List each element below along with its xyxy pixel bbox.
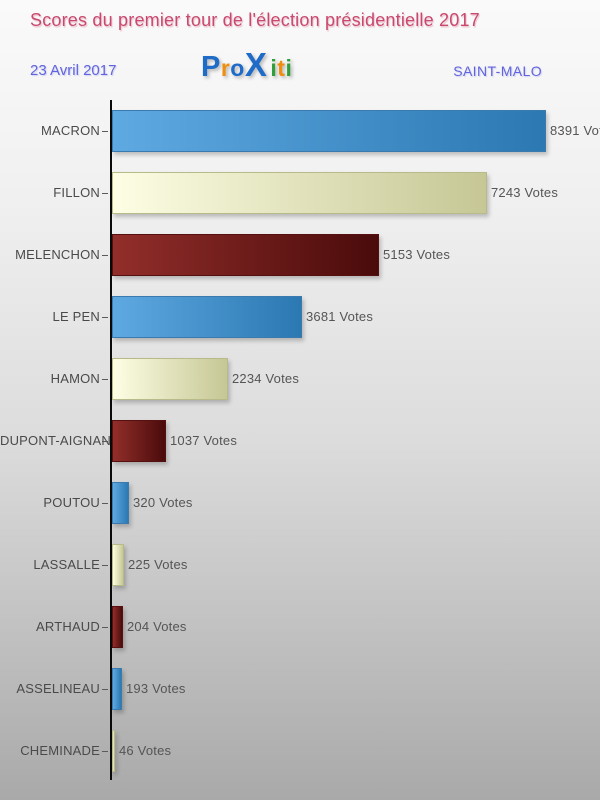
value-label-macron: 8391 Votes xyxy=(550,123,600,138)
value-label-cheminade: 46 Votes xyxy=(119,743,172,758)
bar-macron xyxy=(112,110,546,152)
bar-asselineau xyxy=(112,668,122,710)
bar-dupont-aignan xyxy=(112,420,166,462)
category-label-dupont-aignan: DUPONT-AIGNAN xyxy=(0,433,111,448)
category-label-fillon: FILLON xyxy=(53,185,100,200)
bar-lassalle xyxy=(112,544,124,586)
axis-tick xyxy=(102,751,108,752)
bar-cheminade xyxy=(112,730,115,772)
axis-tick xyxy=(102,627,108,628)
y-axis-line xyxy=(110,100,112,780)
value-label-le-pen: 3681 Votes xyxy=(306,309,374,324)
logo-letter-7: i xyxy=(285,55,293,81)
bar-le-pen xyxy=(112,296,302,338)
logo-letter-6: t xyxy=(277,55,286,81)
axis-tick xyxy=(102,193,108,194)
value-label-asselineau: 193 Votes xyxy=(126,681,186,696)
bar-arthaud xyxy=(112,606,123,648)
category-label-melenchon: MELENCHON xyxy=(15,247,100,262)
axis-tick xyxy=(102,255,108,256)
category-label-le-pen: LE PEN xyxy=(52,309,100,324)
value-label-poutou: 320 Votes xyxy=(133,495,193,510)
bar-melenchon xyxy=(112,234,379,276)
bar-fillon xyxy=(112,172,487,214)
category-label-macron: MACRON xyxy=(41,123,100,138)
value-label-arthaud: 204 Votes xyxy=(127,619,187,634)
value-label-fillon: 7243 Votes xyxy=(491,185,559,200)
axis-tick xyxy=(102,317,108,318)
axis-tick xyxy=(102,131,108,132)
page-title: Scores du premier tour de l'élection pré… xyxy=(30,10,480,30)
value-label-melenchon: 5153 Votes xyxy=(383,247,451,262)
axis-tick xyxy=(102,565,108,566)
logo-letter-4: X xyxy=(244,46,268,83)
category-label-arthaud: ARTHAUD xyxy=(35,619,100,634)
date-label: 23 Avril 2017 xyxy=(30,62,117,79)
axis-tick xyxy=(102,441,108,442)
city-label: SAINT-MALO xyxy=(453,63,542,79)
category-label-asselineau: ASSELINEAU xyxy=(16,681,100,696)
value-label-dupont-aignan: 1037 Votes xyxy=(170,433,238,448)
axis-tick xyxy=(102,503,108,504)
category-label-hamon: HAMON xyxy=(50,371,100,386)
value-label-lassalle: 225 Votes xyxy=(128,557,188,572)
axis-tick xyxy=(102,379,108,380)
bar-poutou xyxy=(112,482,129,524)
proxiti-logo: ProX iti xyxy=(201,46,292,86)
category-label-cheminade: CHEMINADE xyxy=(20,743,100,758)
bar-hamon xyxy=(112,358,228,400)
logo-letter-1: P xyxy=(201,51,221,83)
logo-letter-2: r xyxy=(220,55,231,81)
value-label-hamon: 2234 Votes xyxy=(232,371,300,386)
logo-letter-3: o xyxy=(230,55,245,81)
axis-tick xyxy=(102,689,108,690)
category-label-lassalle: LASSALLE xyxy=(33,557,100,572)
category-label-poutou: POUTOU xyxy=(43,495,100,510)
logo-letter-5: i xyxy=(270,55,278,81)
